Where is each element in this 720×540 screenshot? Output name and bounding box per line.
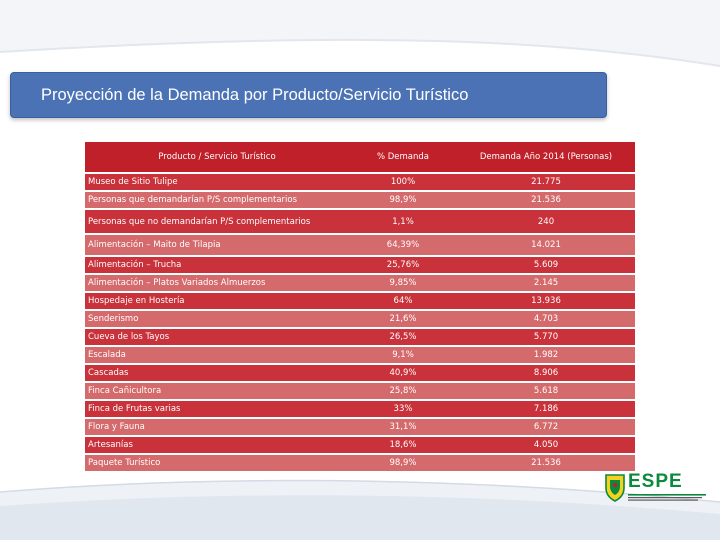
cell-porcentaje: 33% — [349, 401, 457, 417]
cell-demanda: 240 — [457, 210, 635, 233]
table-row: Paquete Turístico 98,9% 21.536 — [85, 455, 635, 471]
table-row: Flora y Fauna 31,1% 6.772 — [85, 419, 635, 435]
cell-porcentaje: 26,5% — [349, 329, 457, 345]
table-row: Escalada 9,1% 1.982 — [85, 347, 635, 363]
cell-demanda: 14.021 — [457, 235, 635, 255]
cell-demanda: 7.186 — [457, 401, 635, 417]
espe-logo-subtitle-lines — [628, 494, 706, 501]
cell-porcentaje: 64,39% — [349, 235, 457, 255]
cell-porcentaje: 98,9% — [349, 455, 457, 471]
cell-demanda: 8.906 — [457, 365, 635, 381]
cell-porcentaje: 98,9% — [349, 192, 457, 208]
cell-producto: Flora y Fauna — [85, 419, 349, 435]
cell-producto: Escalada — [85, 347, 349, 363]
espe-logo: ESPE — [604, 470, 708, 506]
cell-producto: Senderismo — [85, 311, 349, 327]
cell-porcentaje: 9,85% — [349, 275, 457, 291]
table-row: Finca de Frutas varias 33% 7.186 — [85, 401, 635, 417]
cell-porcentaje: 9,1% — [349, 347, 457, 363]
demand-projection-table: Producto / Servicio Turístico % Demanda … — [85, 140, 635, 473]
cell-producto: Paquete Turístico — [85, 455, 349, 471]
top-decorative-swoosh — [0, 0, 720, 67]
table-row: Museo de Sitio Tulipe 100% 21.775 — [85, 174, 635, 190]
header-producto: Producto / Servicio Turístico — [85, 142, 349, 172]
cell-producto: Personas que no demandarían P/S compleme… — [85, 210, 349, 233]
cell-demanda: 6.772 — [457, 419, 635, 435]
cell-porcentaje: 25,76% — [349, 257, 457, 273]
cell-producto: Artesanías — [85, 437, 349, 453]
cell-porcentaje: 18,6% — [349, 437, 457, 453]
table-row: Finca Cañicultora 25,8% 5.618 — [85, 383, 635, 399]
cell-porcentaje: 40,9% — [349, 365, 457, 381]
cell-demanda: 21.536 — [457, 455, 635, 471]
header-demanda: Demanda Año 2014 (Personas) — [457, 142, 635, 172]
cell-demanda: 4.703 — [457, 311, 635, 327]
cell-porcentaje: 25,8% — [349, 383, 457, 399]
cell-producto: Personas que demandarían P/S complementa… — [85, 192, 349, 208]
table-row: Alimentación – Trucha 25,76% 5.609 — [85, 257, 635, 273]
bottom-decorative-swoosh — [0, 479, 720, 540]
cell-demanda: 13.936 — [457, 293, 635, 309]
table-row: Artesanías 18,6% 4.050 — [85, 437, 635, 453]
table-row: Hospedaje en Hostería 64% 13.936 — [85, 293, 635, 309]
slide-title: Proyección de la Demanda por Producto/Se… — [41, 86, 469, 104]
cell-porcentaje: 64% — [349, 293, 457, 309]
table-row: Cascadas 40,9% 8.906 — [85, 365, 635, 381]
cell-producto: Alimentación – Maito de Tilapia — [85, 235, 349, 255]
cell-demanda: 1.982 — [457, 347, 635, 363]
cell-demanda: 4.050 — [457, 437, 635, 453]
cell-porcentaje: 21,6% — [349, 311, 457, 327]
cell-demanda: 21.775 — [457, 174, 635, 190]
table-row: Alimentación – Platos Variados Almuerzos… — [85, 275, 635, 291]
table-row: Cueva de los Tayos 26,5% 5.770 — [85, 329, 635, 345]
table-row: Alimentación – Maito de Tilapia 64,39% 1… — [85, 235, 635, 255]
cell-producto: Hospedaje en Hostería — [85, 293, 349, 309]
table-row: Personas que no demandarían P/S compleme… — [85, 210, 635, 233]
table-row: Personas que demandarían P/S complementa… — [85, 192, 635, 208]
cell-demanda: 21.536 — [457, 192, 635, 208]
espe-crest-icon — [605, 474, 625, 502]
table-header-row: Producto / Servicio Turístico % Demanda … — [85, 142, 635, 172]
table-row: Senderismo 21,6% 4.703 — [85, 311, 635, 327]
header-porcentaje: % Demanda — [349, 142, 457, 172]
cell-demanda: 5.618 — [457, 383, 635, 399]
cell-porcentaje: 1,1% — [349, 210, 457, 233]
cell-producto: Alimentación – Trucha — [85, 257, 349, 273]
cell-demanda: 5.770 — [457, 329, 635, 345]
cell-producto: Alimentación – Platos Variados Almuerzos — [85, 275, 349, 291]
cell-producto: Finca Cañicultora — [85, 383, 349, 399]
espe-logo-text: ESPE — [628, 471, 683, 492]
slide-title-bar: Proyección de la Demanda por Producto/Se… — [10, 72, 607, 118]
cell-producto: Cascadas — [85, 365, 349, 381]
cell-producto: Museo de Sitio Tulipe — [85, 174, 349, 190]
cell-porcentaje: 31,1% — [349, 419, 457, 435]
cell-producto: Finca de Frutas varias — [85, 401, 349, 417]
cell-producto: Cueva de los Tayos — [85, 329, 349, 345]
cell-demanda: 5.609 — [457, 257, 635, 273]
cell-demanda: 2.145 — [457, 275, 635, 291]
cell-porcentaje: 100% — [349, 174, 457, 190]
